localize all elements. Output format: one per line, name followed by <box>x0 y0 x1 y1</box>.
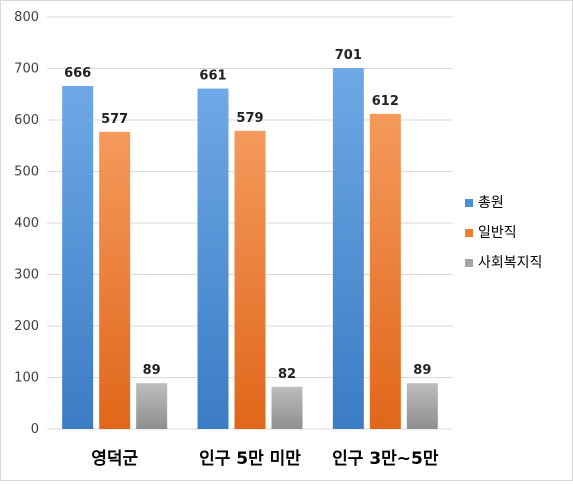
data-label: 612 <box>372 94 399 109</box>
y-tick-label: 0 <box>31 422 39 437</box>
legend-swatch <box>465 259 473 267</box>
data-label: 89 <box>143 363 161 378</box>
bar <box>197 88 229 430</box>
y-tick-label: 200 <box>14 319 39 334</box>
bars <box>62 67 438 430</box>
legend-swatch <box>465 199 473 207</box>
bar <box>62 86 94 429</box>
x-axis: 영덕군 인구 5만 미만 인구 3만~5만 <box>91 449 439 469</box>
data-label: 666 <box>64 66 91 81</box>
legend-swatch <box>465 229 473 237</box>
data-labels: 666 577 89 661 579 82 701 612 89 <box>64 48 431 382</box>
y-axis: 0 100 200 300 400 500 600 700 800 <box>14 10 39 437</box>
y-tick-label: 700 <box>14 62 39 77</box>
data-label: 661 <box>199 69 226 84</box>
data-label: 89 <box>413 363 431 378</box>
y-tick-label: 400 <box>14 216 39 231</box>
bar <box>406 383 438 429</box>
bar <box>99 131 131 429</box>
bar <box>271 386 303 429</box>
bar <box>369 113 401 429</box>
y-tick-label: 600 <box>14 113 39 128</box>
data-label: 579 <box>236 111 263 126</box>
x-category-label: 인구 5만 미만 <box>199 449 301 469</box>
x-category-label: 영덕군 <box>91 449 138 469</box>
bar <box>136 383 168 429</box>
y-tick-label: 800 <box>14 10 39 25</box>
legend-label: 사회복지직 <box>478 255 542 271</box>
y-tick-label: 300 <box>14 268 39 283</box>
data-label: 577 <box>101 112 128 127</box>
x-category-label: 인구 3만~5만 <box>332 449 439 469</box>
y-tick-label: 500 <box>14 165 39 180</box>
data-label: 82 <box>278 367 296 382</box>
data-label: 701 <box>335 48 362 63</box>
bar <box>332 67 364 430</box>
y-tick-label: 100 <box>14 371 39 386</box>
bar <box>234 130 266 429</box>
legend-label: 총원 <box>478 195 504 211</box>
legend-label: 일반직 <box>478 225 517 241</box>
